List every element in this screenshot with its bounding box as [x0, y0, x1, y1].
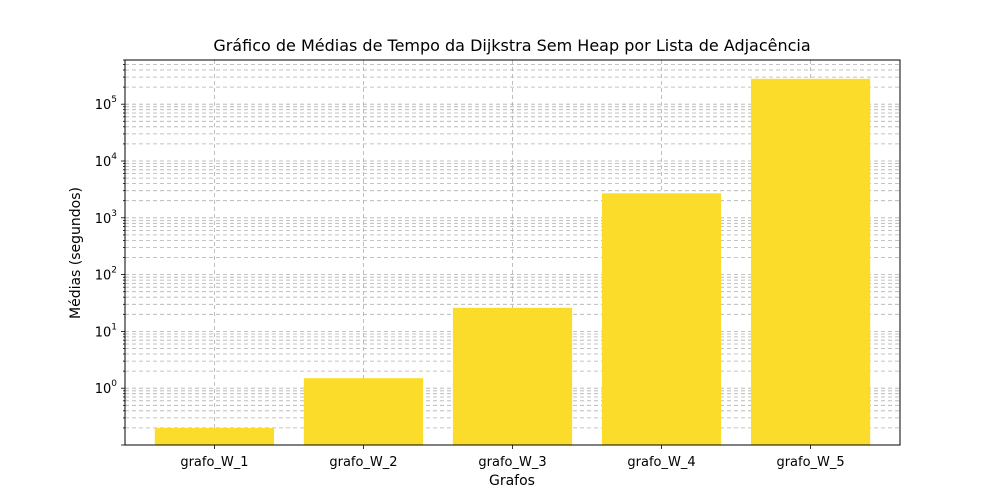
y-axis-label: Médias (segundos) — [68, 187, 84, 319]
x-tick-label: grafo_W_2 — [329, 455, 397, 470]
y-tick-exponent: 1 — [111, 322, 117, 332]
bar-grafo_W_4 — [601, 193, 722, 445]
y-tick-base: 10 — [95, 269, 112, 284]
y-tick-label: 102 — [95, 266, 117, 284]
x-tick-label: grafo_W_3 — [478, 455, 546, 470]
y-tick-label: 104 — [95, 152, 118, 170]
x-tick-label: grafo_W_4 — [627, 455, 695, 470]
y-tick-base: 10 — [95, 155, 112, 170]
bars — [154, 78, 871, 445]
x-tick-label: grafo_W_1 — [180, 455, 248, 470]
chart-title: Gráfico de Médias de Tempo da Dijkstra S… — [213, 36, 810, 55]
y-tick-exponent: 5 — [111, 95, 117, 105]
y-tick-base: 10 — [95, 382, 112, 397]
x-tick-label: grafo_W_5 — [776, 455, 844, 470]
y-tick-base: 10 — [95, 212, 112, 227]
bar-grafo_W_5 — [750, 78, 871, 445]
y-tick-exponent: 2 — [111, 266, 117, 276]
y-tick-label: 105 — [95, 95, 117, 113]
y-tick-label: 100 — [95, 379, 118, 397]
y-tick-label: 103 — [95, 209, 117, 227]
y-tick-exponent: 3 — [111, 209, 117, 219]
bar-grafo_W_1 — [154, 427, 275, 445]
y-tick-exponent: 0 — [111, 379, 117, 389]
bar-grafo_W_3 — [452, 307, 573, 445]
y-tick-base: 10 — [95, 325, 112, 340]
x-axis-label: Grafos — [489, 473, 535, 489]
y-tick-label: 101 — [95, 322, 117, 340]
y-tick-base: 10 — [95, 98, 112, 113]
bar-grafo_W_2 — [303, 378, 424, 445]
y-tick-exponent: 4 — [111, 152, 117, 162]
